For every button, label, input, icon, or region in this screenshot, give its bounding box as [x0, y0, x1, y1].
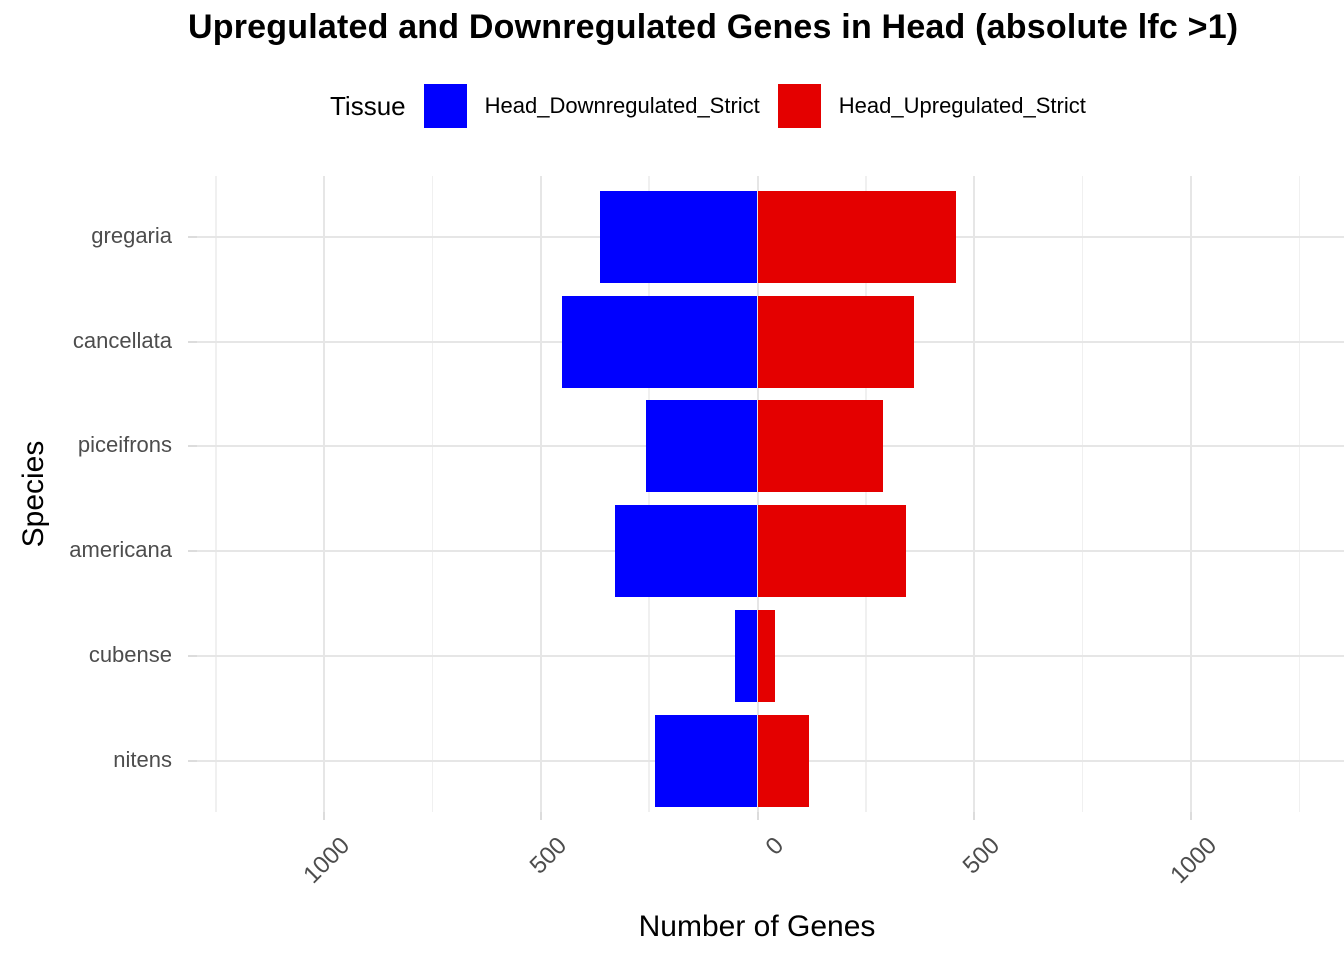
bar-upregulated-cubense — [757, 609, 775, 702]
ytick-label-piceifrons: piceifrons — [77, 432, 172, 458]
bar-upregulated-nitens — [757, 714, 810, 807]
gridline-major-x — [323, 176, 326, 812]
gridline-minor-x — [1081, 176, 1084, 812]
xtick-label-1000: 1000 — [298, 832, 356, 889]
bar-downregulated-piceifrons — [646, 400, 758, 493]
bar-upregulated-gregaria — [757, 191, 956, 283]
ytick-label-gregaria: gregaria — [91, 223, 172, 248]
plot-panel — [197, 176, 1344, 812]
ytick-mark-piceifrons — [188, 445, 197, 448]
bar-upregulated-cancellata — [757, 295, 914, 388]
bar-downregulated-cubense — [734, 609, 758, 702]
legend-label-downregulated: Head_Downregulated_Strict — [484, 93, 760, 118]
x-axis-title: Number of Genes — [638, 910, 876, 943]
ytick-mark-cubense — [188, 654, 197, 657]
gridline-minor-x — [431, 176, 434, 812]
xtick-mark-1000 — [323, 812, 326, 820]
ytick-label-cancellata: cancellata — [72, 327, 172, 353]
gridline-major-x — [973, 176, 976, 812]
ytick-mark-cancellata — [188, 340, 197, 343]
chart-title: Upregulated and Downregulated Genes in H… — [188, 8, 1239, 46]
xtick-label-1000: 1000 — [1165, 832, 1222, 889]
y-axis-title: Species — [17, 440, 50, 548]
legend-swatch-upregulated — [777, 84, 821, 128]
gridline-minor-x — [865, 176, 867, 812]
ytick-label-americana: americana — [69, 537, 172, 563]
ytick-mark-gregaria — [188, 236, 197, 238]
legend-swatch-downregulated — [423, 84, 467, 128]
gridline-major-x — [1189, 176, 1192, 812]
gridline-minor-x — [215, 176, 217, 812]
legend-label-upregulated: Head_Upregulated_Strict — [838, 93, 1086, 118]
gridline-minor-x — [1298, 176, 1300, 812]
bar-downregulated-cancellata — [562, 295, 758, 388]
gridline-major-x — [756, 176, 759, 812]
bar-downregulated-americana — [614, 505, 758, 598]
xtick-mark-0 — [756, 812, 759, 820]
ytick-mark-americana — [188, 550, 197, 553]
gridline-minor-x — [648, 176, 650, 812]
xtick-mark-500 — [973, 812, 976, 820]
gridline-major-x — [539, 176, 542, 812]
bar-upregulated-piceifrons — [757, 400, 884, 493]
ytick-label-nitens: nitens — [113, 746, 172, 772]
bar-downregulated-nitens — [654, 714, 758, 807]
xtick-mark-1000 — [1189, 812, 1192, 820]
bar-downregulated-gregaria — [599, 191, 758, 283]
ytick-mark-nitens — [188, 759, 197, 762]
xtick-mark-500 — [539, 812, 542, 820]
ytick-label-cubense: cubense — [88, 641, 172, 667]
legend: Tissue Head_Downregulated_Strict Head_Up… — [330, 84, 1086, 128]
legend-title: Tissue — [330, 90, 406, 121]
bar-upregulated-americana — [757, 505, 907, 598]
